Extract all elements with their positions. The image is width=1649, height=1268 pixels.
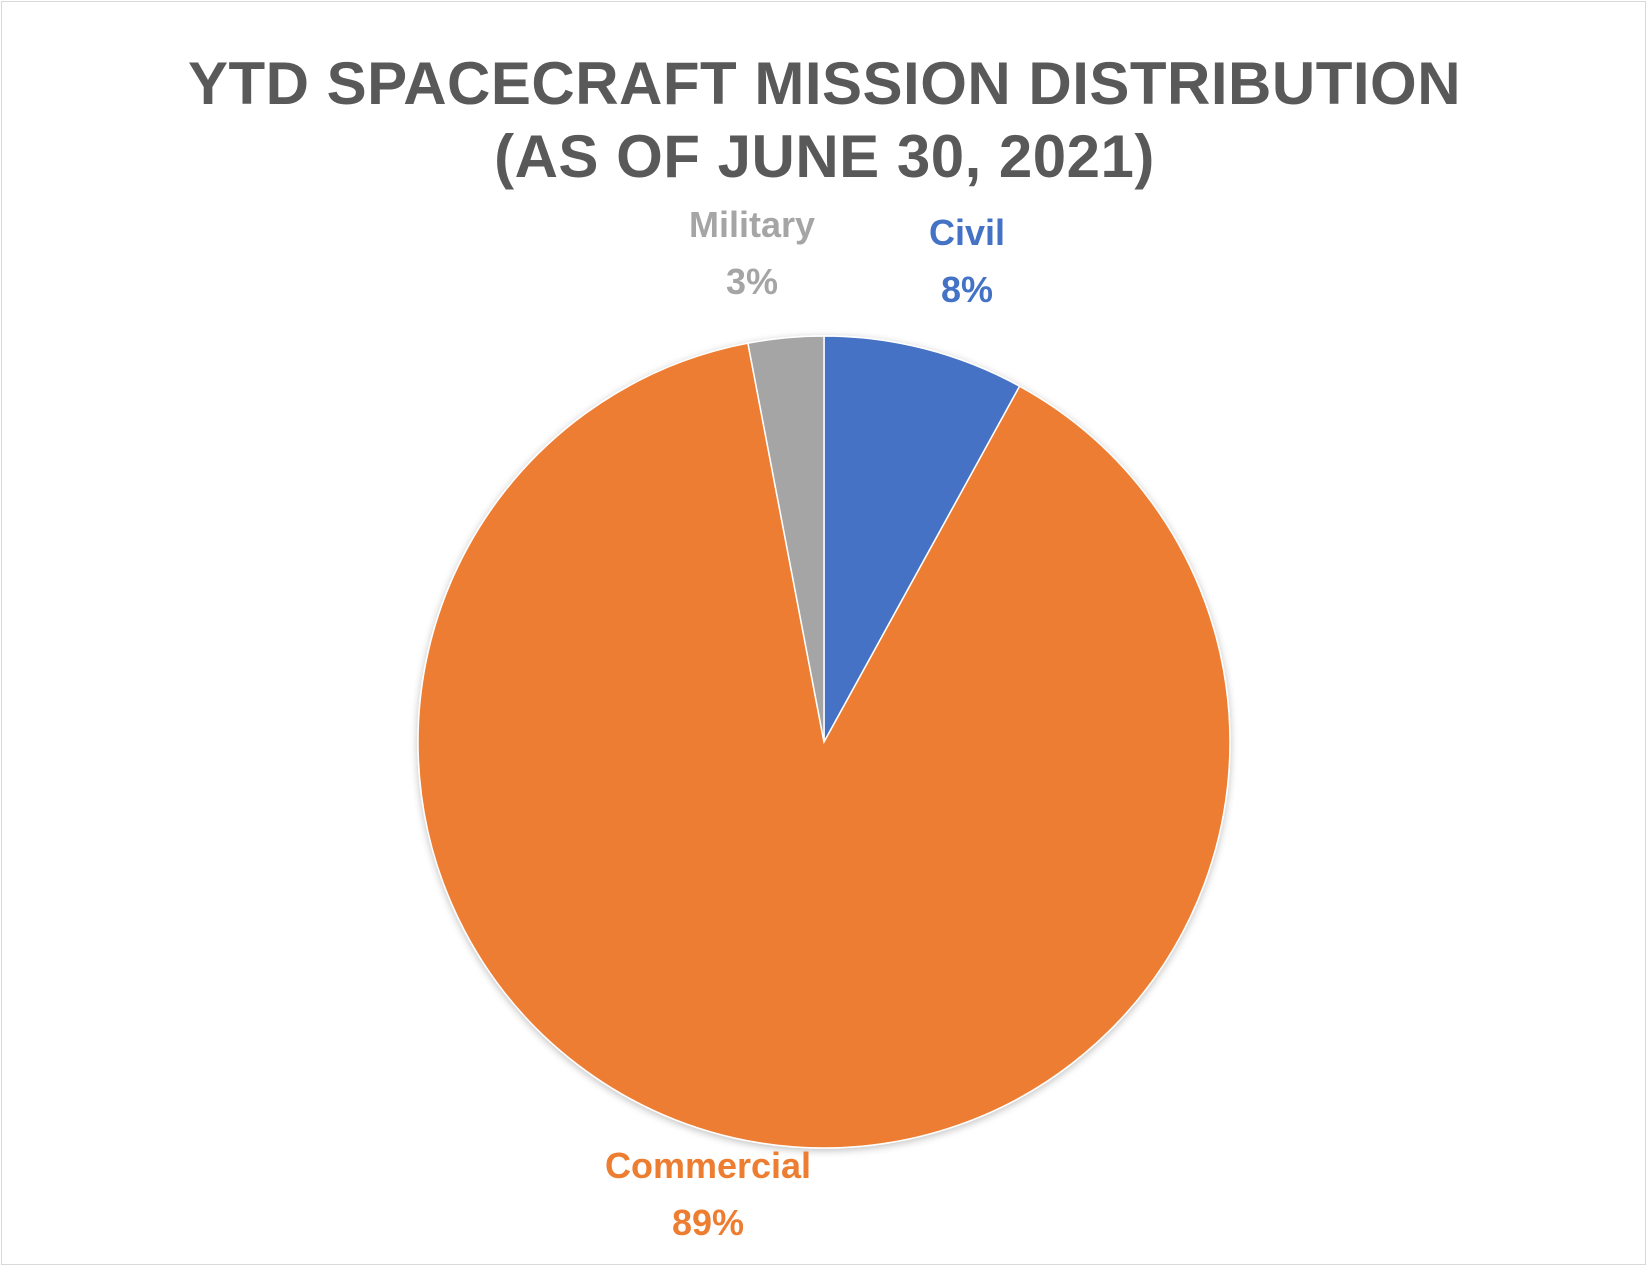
pie-slice-civil [823, 335, 1021, 743]
data-label-name: Civil [929, 212, 1005, 253]
data-label-percent: 8% [941, 269, 993, 310]
pie-slices [417, 335, 1231, 1149]
data-label-percent: 3% [726, 261, 778, 302]
data-label-name: Commercial [605, 1145, 811, 1186]
data-label-civil: Civil 8% [929, 212, 1005, 310]
pie-slice-commercial [417, 342, 1231, 1149]
data-label-military: Military 3% [689, 204, 815, 302]
data-label-name: Military [689, 204, 815, 245]
chart-title-line-2: (AS OF JUNE 30, 2021) [494, 123, 1155, 190]
pie-slice-military [747, 335, 825, 743]
data-label-commercial: Commercial 89% [605, 1145, 811, 1243]
chart-title-line-1: YTD SPACECRAFT MISSION DISTRIBUTION [187, 50, 1462, 117]
chart-title: YTD SPACECRAFT MISSION DISTRIBUTION (AS … [2, 47, 1647, 193]
data-label-percent: 89% [672, 1202, 744, 1243]
pie-data-labels: Civil 8% Commercial 89% Military 3% [605, 204, 1005, 1243]
